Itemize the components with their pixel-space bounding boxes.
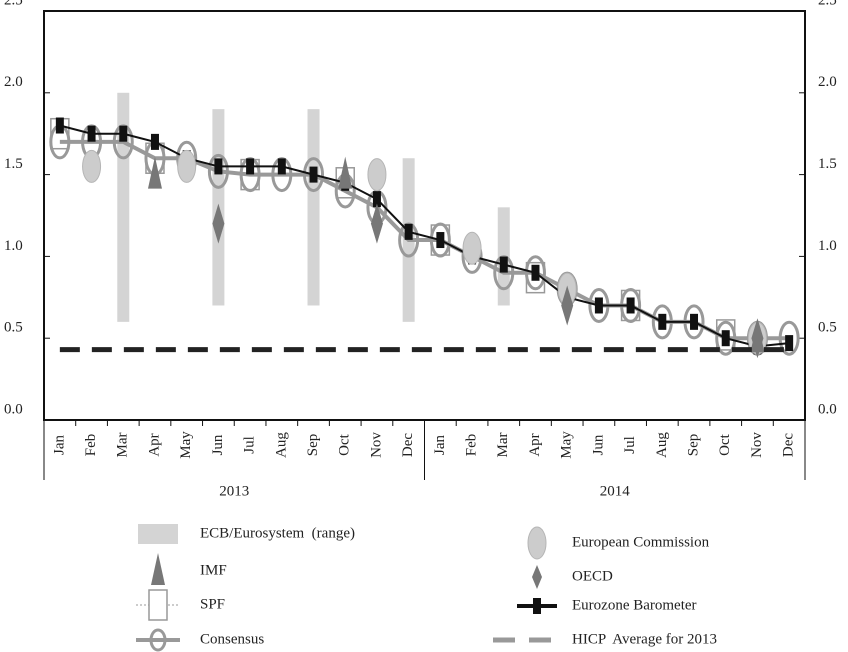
ellipse-marker — [462, 231, 482, 265]
y2-tick-label: 1.5 — [818, 156, 837, 172]
barometer-marker — [55, 117, 64, 134]
legend-icon — [533, 598, 541, 614]
y-tick-label: 2.5 — [4, 0, 23, 8]
x-tick-label: Aug — [273, 432, 289, 458]
barometer-marker — [721, 330, 730, 347]
consensus-marker — [524, 255, 546, 291]
x-tick-label: Nov — [749, 432, 765, 458]
x-tick-label: Dec — [400, 433, 416, 457]
x-tick-label: Feb — [83, 434, 99, 457]
consensus-marker — [715, 320, 737, 356]
x-tick-label: Nov — [368, 432, 384, 458]
barometer-marker — [531, 264, 540, 281]
x-tick-label: May — [559, 431, 575, 459]
legend-icon — [532, 565, 542, 589]
x-tick-label: Jun — [590, 434, 606, 455]
legend-icon — [149, 628, 167, 652]
barometer-marker — [372, 191, 381, 208]
x-tick-label: Oct — [337, 433, 353, 455]
x-tick-label: Jun — [210, 434, 226, 455]
triangle-marker — [338, 156, 353, 189]
y-tick-label: 2.0 — [4, 74, 23, 90]
barometer-marker — [150, 133, 159, 150]
legend-icon — [148, 589, 168, 621]
y2-tick-label: 0.0 — [818, 401, 837, 417]
legend-label: OECD — [572, 568, 613, 584]
ellipse-marker — [367, 158, 387, 192]
barometer-marker — [785, 335, 794, 352]
barometer-marker — [87, 125, 96, 142]
x-tick-label: Sep — [685, 434, 701, 457]
x-tick-label: Sep — [305, 434, 321, 457]
consensus-marker — [778, 320, 800, 356]
y-tick-label: 0.5 — [4, 320, 23, 336]
y-tick-label: 1.0 — [4, 238, 23, 254]
barometer-marker — [436, 232, 445, 249]
barometer-marker — [309, 166, 318, 183]
barometer-marker — [499, 256, 508, 273]
x-tick-label: Mar — [495, 433, 511, 458]
range-bar — [117, 92, 130, 322]
x-tick-label: Jul — [242, 436, 258, 454]
x-tick-label: Jan — [432, 435, 448, 455]
x-tick-label: Jan — [51, 435, 67, 455]
x-tick-label: May — [178, 431, 194, 459]
legend-label: HICP Average for 2013 — [572, 631, 717, 647]
diamond-marker — [370, 203, 383, 244]
y2-tick-label: 2.5 — [818, 0, 837, 8]
legend-label: European Commission — [572, 534, 710, 550]
plot-frame — [43, 10, 806, 421]
x-tick-label: Dec — [781, 433, 797, 457]
group-label: 2014 — [600, 483, 631, 499]
barometer-marker — [626, 297, 635, 314]
legend-label: IMF — [200, 562, 227, 578]
x-tick-label: Apr — [527, 433, 543, 456]
legend-label: Eurozone Barometer — [572, 597, 697, 613]
barometer-marker — [119, 125, 128, 142]
y2-tick-label: 2.0 — [818, 74, 837, 90]
diamond-marker — [212, 203, 225, 244]
barometer-marker — [214, 158, 223, 175]
x-tick-label: Apr — [146, 433, 162, 456]
x-tick-label: Feb — [464, 434, 480, 457]
barometer-marker — [246, 158, 255, 175]
series-line — [59, 139, 790, 341]
diamond-marker — [561, 285, 574, 326]
y2-tick-label: 1.0 — [818, 238, 837, 254]
barometer-marker — [404, 223, 413, 240]
barometer-marker — [690, 313, 699, 330]
barometer-marker — [658, 313, 667, 330]
x-tick-label: Mar — [115, 433, 131, 458]
consensus-marker — [303, 157, 325, 193]
x-tick-label: Aug — [654, 432, 670, 458]
y2-tick-label: 0.5 — [818, 320, 837, 336]
legend-icon — [138, 524, 178, 544]
y-tick-label: 1.5 — [4, 156, 23, 172]
x-tick-label: Oct — [717, 433, 733, 455]
legend-icon — [527, 526, 547, 560]
diamond-marker — [751, 318, 764, 359]
group-label: 2013 — [219, 483, 249, 499]
barometer-marker — [277, 158, 286, 175]
legend-label: SPF — [200, 596, 225, 612]
legend-label: Consensus — [200, 631, 264, 647]
ellipse-marker — [82, 149, 102, 183]
range-bar — [307, 109, 320, 306]
x-tick-label: Jul — [622, 436, 638, 454]
consensus-marker — [207, 153, 229, 189]
ellipse-marker — [177, 149, 197, 183]
consensus-marker — [429, 222, 451, 258]
legend-icon — [151, 553, 165, 585]
legend-label: ECB/Eurosystem (range) — [200, 525, 355, 541]
barometer-marker — [594, 297, 603, 314]
triangle-marker — [147, 156, 162, 189]
y-tick-label: 0.0 — [4, 401, 23, 417]
